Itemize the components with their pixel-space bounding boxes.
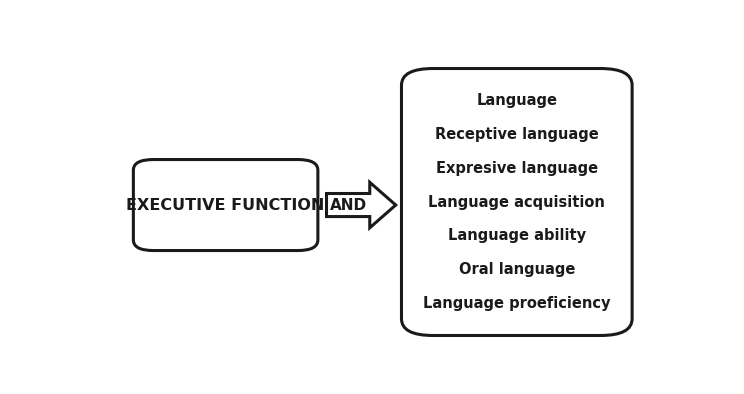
Text: Oral language: Oral language <box>458 262 575 277</box>
Polygon shape <box>327 182 396 228</box>
Text: Language: Language <box>476 93 557 108</box>
Text: EXECUTIVE FUNCTION: EXECUTIVE FUNCTION <box>126 197 325 212</box>
Text: Receptive language: Receptive language <box>435 127 599 142</box>
Text: Language acquisition: Language acquisition <box>429 195 605 210</box>
Text: Expresive language: Expresive language <box>436 161 598 176</box>
FancyBboxPatch shape <box>402 69 632 336</box>
Text: AND: AND <box>330 197 367 212</box>
Text: Language proeficiency: Language proeficiency <box>423 296 611 311</box>
Text: Language ability: Language ability <box>448 228 586 243</box>
FancyBboxPatch shape <box>133 160 318 251</box>
